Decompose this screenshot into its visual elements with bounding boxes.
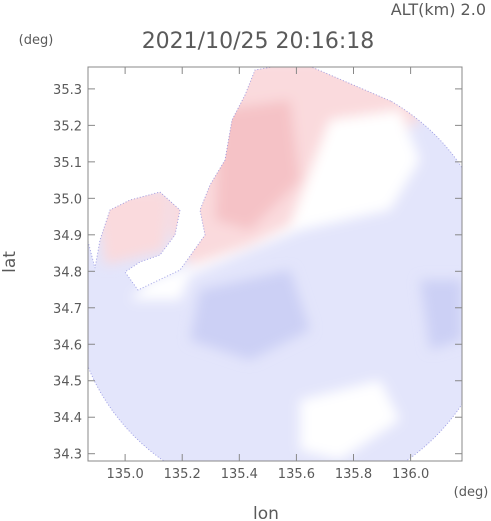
y-axis-title: lat — [0, 251, 20, 273]
velocity-region — [215, 100, 300, 230]
velocity-region — [420, 280, 462, 350]
y-tick-label: 35.2 — [53, 119, 82, 134]
y-unit-label: (deg) — [19, 33, 54, 48]
y-tick-label: 34.6 — [53, 338, 82, 353]
x-axis: 135.0 135.2 135.4 135.6 135.8 136.0 — [107, 67, 429, 482]
x-tick-label: 135.2 — [164, 467, 201, 482]
x-tick-label: 135.4 — [221, 467, 258, 482]
altitude-label: ALT(km) 2.0 — [391, 0, 486, 19]
x-tick-label: 135.0 — [107, 467, 144, 482]
x-tick-label: 135.8 — [335, 467, 372, 482]
x-tick-label: 135.6 — [278, 467, 315, 482]
y-tick-label: 34.5 — [53, 375, 82, 390]
velocity-region — [300, 380, 400, 460]
y-axis: 34.3 34.4 34.5 34.6 34.7 34.8 34.9 35.0 35.1 35.2… — [53, 83, 462, 463]
y-tick-label: 35.1 — [53, 156, 82, 171]
plot-frame — [87, 66, 463, 462]
x-axis-title: lon — [253, 504, 279, 521]
y-tick-label: 34.9 — [53, 229, 82, 244]
y-tick-label: 35.0 — [53, 192, 82, 207]
velocity-region — [95, 190, 170, 265]
y-tick-label: 34.8 — [53, 265, 82, 280]
y-tick-label: 34.7 — [53, 302, 82, 317]
x-unit-label: (deg) — [454, 485, 489, 500]
velocity-region — [190, 270, 310, 360]
chart-title: 2021/10/25 20:16:18 — [142, 29, 375, 54]
y-tick-label: 34.3 — [53, 448, 82, 463]
x-tick-label: 136.0 — [392, 467, 429, 482]
radar-data-layer — [88, 67, 462, 461]
y-tick-label: 34.4 — [53, 411, 82, 426]
y-tick-label: 35.3 — [53, 83, 82, 98]
velocity-region — [130, 110, 420, 300]
